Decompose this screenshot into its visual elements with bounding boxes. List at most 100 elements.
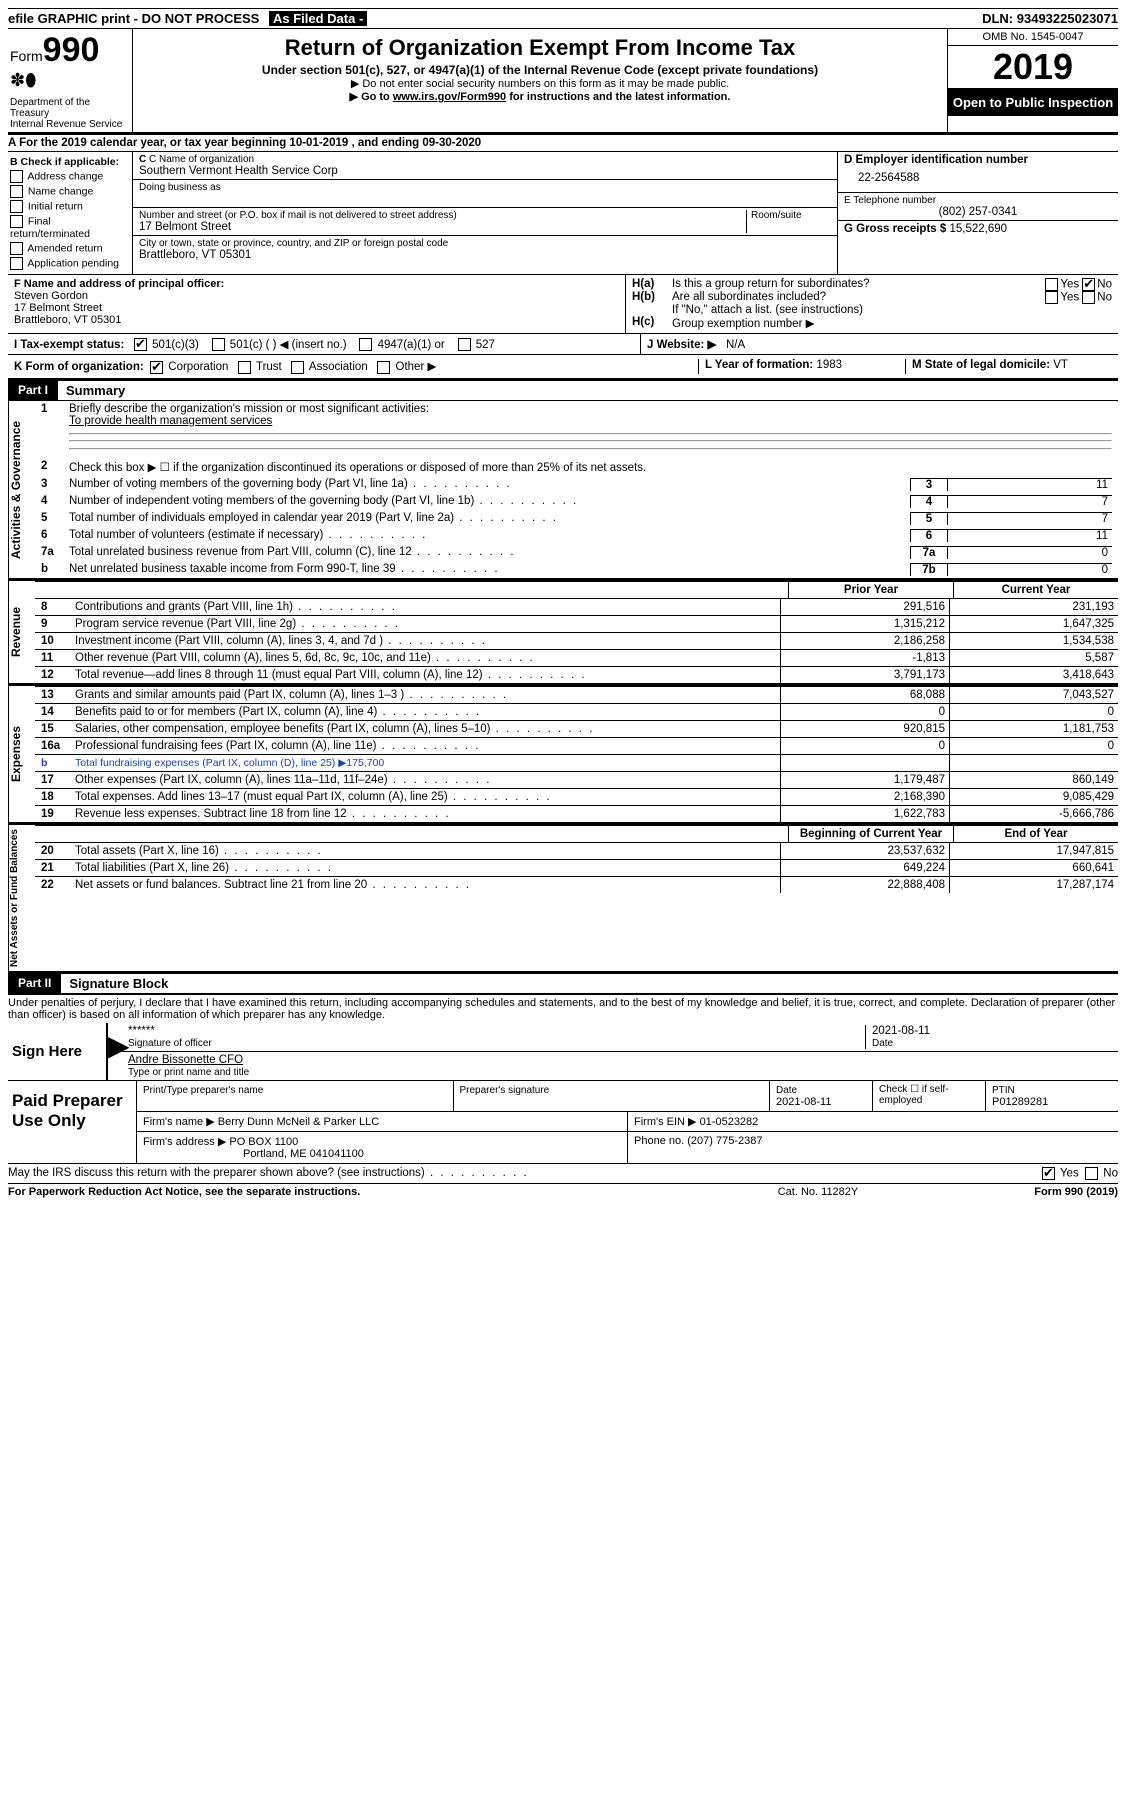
dln-value: 93493225023071: [1017, 11, 1118, 26]
officer-name-title: Andre Bissonette CFO: [128, 1054, 243, 1066]
cb-hb-yes[interactable]: [1045, 291, 1058, 304]
form-header: Form990 ✽⬮ Department of the Treasury In…: [8, 29, 1118, 135]
officer-addr2: Brattleboro, VT 05301: [14, 314, 121, 326]
cb-amended[interactable]: [10, 242, 23, 255]
efile-text: efile GRAPHIC print - DO NOT PROCESS: [8, 11, 259, 26]
addr-label: Number and street (or P.O. box if mail i…: [139, 210, 746, 221]
org-address: 17 Belmont Street: [139, 221, 746, 233]
row-a-taxyear: A For the 2019 calendar year, or tax yea…: [8, 135, 1118, 152]
cb-assoc[interactable]: [291, 361, 304, 374]
asfiled-tag: As Filed Data -: [269, 11, 367, 26]
sig-stars: ******: [128, 1025, 155, 1037]
efile-bar: efile GRAPHIC print - DO NOT PROCESS As …: [8, 8, 1118, 29]
section-netassets: Net Assets or Fund Balances Beginning of…: [8, 825, 1118, 974]
sig-date: 2021-08-11: [872, 1025, 930, 1037]
form-prefix: Form: [10, 48, 43, 64]
col-b-title: B Check if applicable:: [10, 156, 130, 168]
part2-bar: Part II Signature Block: [8, 974, 1118, 994]
data-row: 14Benefits paid to or for members (Part …: [35, 703, 1118, 720]
cb-trust[interactable]: [238, 361, 251, 374]
col-c-org: C C Name of organization Southern Vermon…: [133, 152, 837, 274]
goto-pre: ▶ Go to: [350, 91, 393, 103]
sign-here-row: Sign Here ▶ ******Signature of officer 2…: [8, 1023, 1118, 1081]
gross-label: G Gross receipts $: [844, 223, 946, 235]
cb-501c3[interactable]: [134, 338, 147, 351]
cb-ha-no[interactable]: [1082, 278, 1095, 291]
cb-ha-yes[interactable]: [1045, 278, 1058, 291]
form-title: Return of Organization Exempt From Incom…: [137, 35, 943, 61]
data-row: 20Total assets (Part X, line 16)23,537,6…: [35, 842, 1118, 859]
org-name: Southern Vermont Health Service Corp: [139, 165, 831, 177]
data-row: 13Grants and similar amounts paid (Part …: [35, 686, 1118, 703]
col-b-checkboxes: B Check if applicable: Address change Na…: [8, 152, 133, 274]
cb-discuss-yes[interactable]: [1042, 1167, 1055, 1180]
data-row: 9Program service revenue (Part VIII, lin…: [35, 615, 1118, 632]
officer-addr1: 17 Belmont Street: [14, 302, 102, 314]
open-inspection: Open to Public Inspection: [948, 89, 1118, 116]
dln-label: DLN:: [982, 11, 1013, 26]
dba-label: Doing business as: [139, 182, 831, 193]
goto-post: for instructions and the latest informat…: [506, 91, 730, 103]
cb-hb-no[interactable]: [1082, 291, 1095, 304]
cb-corp[interactable]: [150, 361, 163, 374]
cb-final-return[interactable]: [10, 215, 23, 228]
ein-value: 22-2564588: [844, 166, 1112, 190]
row-fh: F Name and address of principal officer:…: [8, 275, 1118, 334]
data-row: 21Total liabilities (Part X, line 26)649…: [35, 859, 1118, 876]
form-number: 990: [43, 31, 100, 69]
section-activities: Activities & Governance 1 Briefly descri…: [8, 401, 1118, 581]
activity-row: 4Number of independent voting members of…: [35, 493, 1118, 510]
cb-501c[interactable]: [212, 338, 225, 351]
section-expenses: Expenses 13Grants and similar amounts pa…: [8, 686, 1118, 825]
page-footer: For Paperwork Reduction Act Notice, see …: [8, 1184, 1118, 1200]
website-value: N/A: [726, 339, 745, 351]
data-row: 16aProfessional fundraising fees (Part I…: [35, 737, 1118, 754]
data-row: 12Total revenue—add lines 8 through 11 (…: [35, 666, 1118, 683]
state-domicile: VT: [1053, 359, 1068, 371]
tel-value: (802) 257-0341: [844, 206, 1112, 218]
row-k-orgform: K Form of organization: Corporation Trus…: [8, 355, 1118, 380]
row-j-website: J Website: ▶ N/A: [641, 334, 1118, 354]
form-subtitle: Under section 501(c), 527, or 4947(a)(1)…: [137, 63, 943, 77]
room-label: Room/suite: [751, 210, 831, 221]
city-label: City or town, state or province, country…: [139, 238, 831, 249]
activity-row: 3Number of voting members of the governi…: [35, 476, 1118, 493]
cb-other[interactable]: [377, 361, 390, 374]
cb-discuss-no[interactable]: [1085, 1167, 1098, 1180]
cb-initial-return[interactable]: [10, 200, 23, 213]
meta-block: B Check if applicable: Address change Na…: [8, 152, 1118, 275]
org-city: Brattleboro, VT 05301: [139, 249, 831, 261]
firm-addr: PO BOX 1100: [229, 1136, 298, 1148]
cb-application-pending[interactable]: [10, 257, 23, 270]
activity-row: 6Total number of volunteers (estimate if…: [35, 527, 1118, 544]
col-d-ein: D Employer identification number 22-2564…: [837, 152, 1118, 274]
firm-phone: (207) 775-2387: [687, 1135, 762, 1147]
paid-preparer-row: Paid Preparer Use Only Print/Type prepar…: [8, 1081, 1118, 1164]
tax-year: 2019: [948, 46, 1118, 89]
dept-treasury: Department of the Treasury Internal Reve…: [10, 97, 130, 130]
data-row: 17Other expenses (Part IX, column (A), l…: [35, 771, 1118, 788]
data-row: 19Revenue less expenses. Subtract line 1…: [35, 805, 1118, 822]
officer-name: Steven Gordon: [14, 290, 88, 302]
section-revenue: Revenue Prior YearCurrent Year 8Contribu…: [8, 581, 1118, 686]
cb-4947[interactable]: [359, 338, 372, 351]
data-row: 18Total expenses. Add lines 13–17 (must …: [35, 788, 1118, 805]
ptin: P01289281: [992, 1096, 1048, 1108]
tel-label: E Telephone number: [844, 195, 1112, 206]
year-formation: 1983: [816, 359, 842, 371]
firm-addr2: Portland, ME 041041100: [143, 1148, 364, 1160]
row-i-status: I Tax-exempt status: 501(c)(3) 501(c) ( …: [8, 334, 641, 354]
cell-f-officer: F Name and address of principal officer:…: [8, 275, 626, 333]
cell-h-group: H(a) Is this a group return for subordin…: [626, 275, 1118, 333]
cb-527[interactable]: [458, 338, 471, 351]
firm-name: Berry Dunn McNeil & Parker LLC: [218, 1116, 379, 1128]
irs-link[interactable]: www.irs.gov/Form990: [393, 91, 506, 103]
data-row: 15Salaries, other compensation, employee…: [35, 720, 1118, 737]
data-row: 22Net assets or fund balances. Subtract …: [35, 876, 1118, 893]
activity-row: 5Total number of individuals employed in…: [35, 510, 1118, 527]
omb-number: OMB No. 1545-0047: [948, 29, 1118, 46]
cb-name-change[interactable]: [10, 185, 23, 198]
cb-address-change[interactable]: [10, 170, 23, 183]
prep-date: 2021-08-11: [776, 1096, 831, 1108]
mission-text: To provide health management services: [69, 415, 272, 427]
